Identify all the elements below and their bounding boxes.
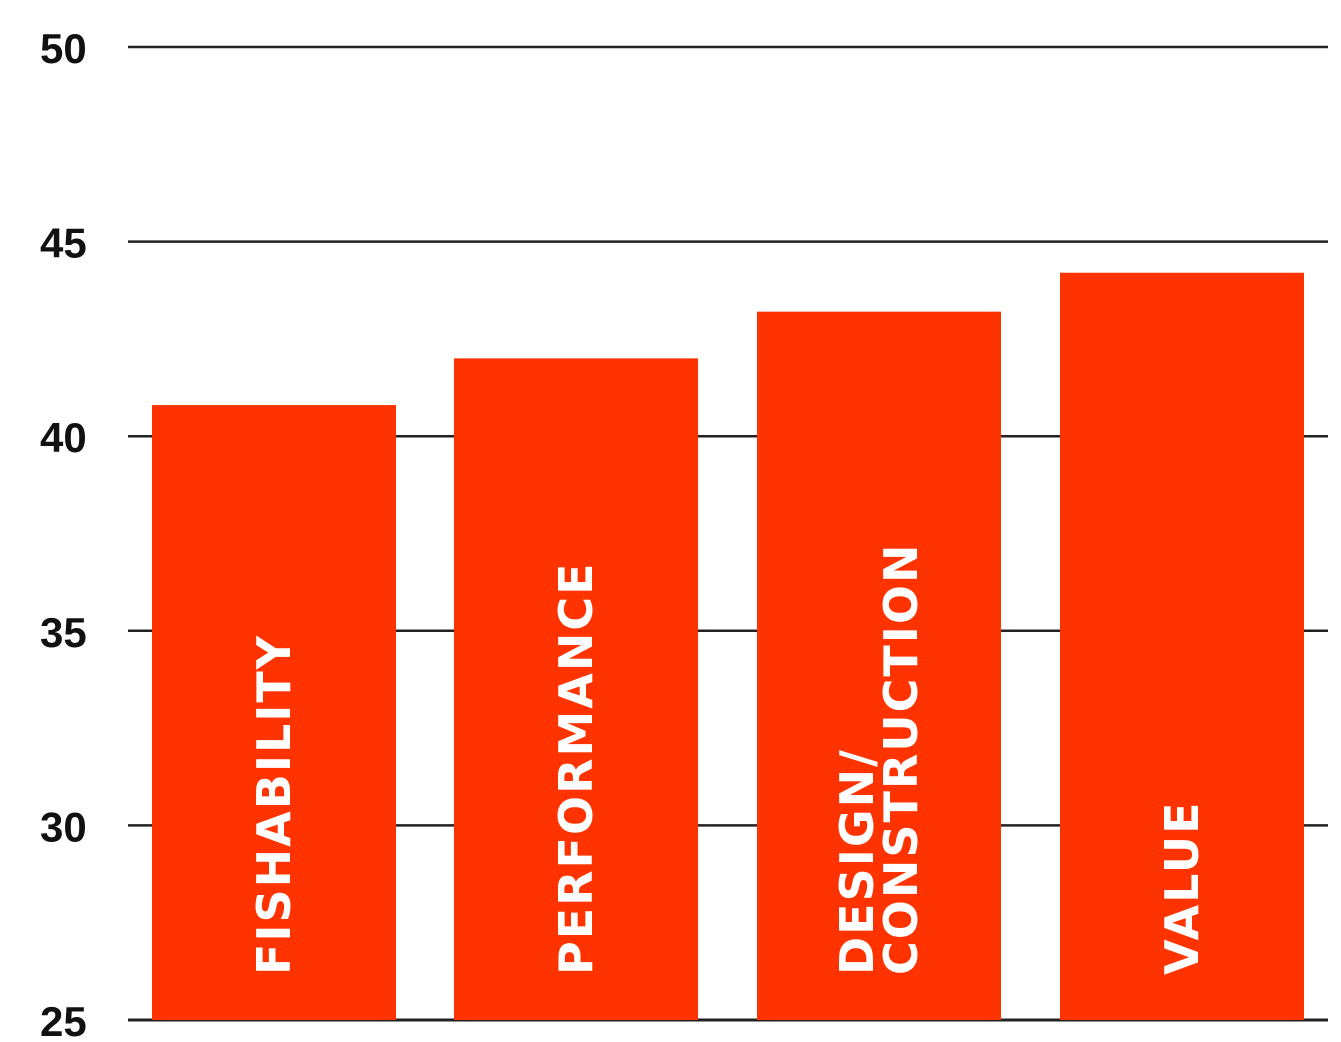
y-tick-label-40: 40 [40, 414, 87, 461]
y-tick-label-30: 30 [40, 803, 87, 850]
bar-1 [152, 405, 396, 1021]
y-tick-label-35: 35 [40, 609, 87, 656]
bar-label-2: PERFORMANCE [549, 561, 603, 975]
y-tick-label-45: 45 [40, 220, 87, 267]
bar-3 [757, 311, 1001, 1020]
bars [152, 272, 1304, 1021]
bar-label-4: VALUE [1155, 800, 1209, 975]
bar-2 [454, 358, 698, 1020]
bar-label-3-line-1: DESIGN/ [830, 748, 884, 975]
bar-4 [1060, 272, 1304, 1021]
y-tick-label-25: 25 [40, 998, 87, 1042]
y-axis-tick-labels: 50 45 40 35 30 25 [40, 25, 87, 1042]
y-tick-label-50: 50 [40, 25, 87, 72]
bar-label-1: FISHABILITY [247, 634, 301, 975]
bar-labels: FISHABILITY PERFORMANCE DESIGN/CONSTRUCTIO… [247, 543, 1209, 976]
bar-label-3-line-2: CONSTRUCTION [874, 543, 928, 976]
